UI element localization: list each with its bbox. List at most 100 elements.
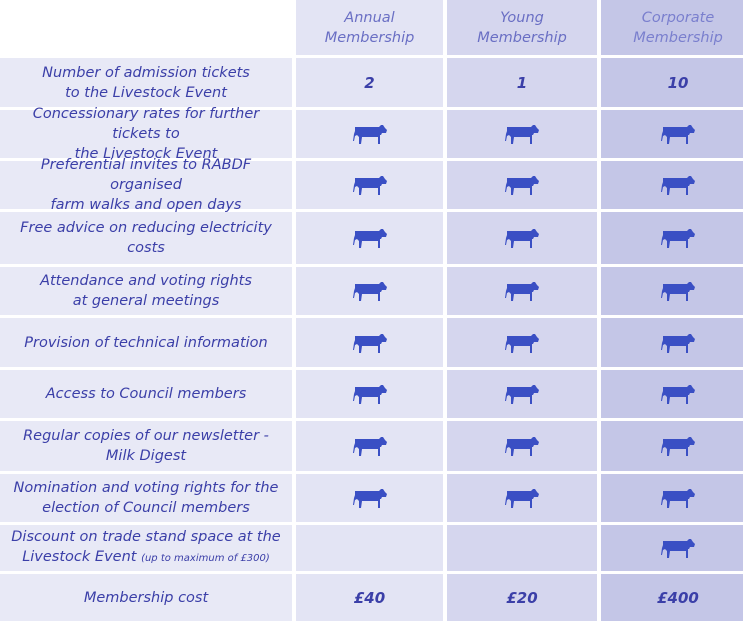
value-corporate	[601, 161, 743, 209]
value-annual	[296, 212, 443, 264]
row-label-line2: farm walks and open days	[50, 197, 242, 213]
value-annual: £40	[296, 574, 443, 621]
value-young	[447, 525, 597, 571]
row-label: Preferential invites to RABDF organised …	[0, 157, 292, 213]
cow-icon	[661, 229, 695, 248]
cow-icon	[505, 176, 539, 195]
value-corporate	[601, 212, 743, 264]
value-young: 1	[447, 58, 597, 107]
value-young	[447, 421, 597, 471]
row-label-line1: Provision of technical information	[24, 334, 268, 351]
cow-icon	[505, 282, 539, 301]
cow-icon	[352, 437, 387, 456]
row-label-line2: at general meetings	[72, 293, 220, 309]
value-corporate: £400	[601, 574, 743, 621]
cow-icon	[352, 282, 387, 301]
value-corporate	[601, 267, 743, 315]
row-label-line1: Free advice on reducing electricity cost…	[20, 220, 272, 256]
cow-icon	[352, 385, 387, 404]
cow-icon	[352, 489, 387, 508]
value-young	[447, 318, 597, 367]
row-label: Attendance and voting rights at general …	[0, 267, 292, 315]
row-label: Concessionary rates for further tickets …	[0, 106, 292, 162]
row-label: Regular copies of our newsletter - Milk …	[0, 421, 292, 471]
row-label-line1: Concessionary rates for further tickets …	[32, 106, 260, 142]
value-annual	[296, 161, 443, 209]
header-corporate: Corporate Membership	[601, 0, 743, 55]
cow-icon	[505, 229, 539, 248]
cow-icon	[505, 489, 539, 508]
value-young	[447, 212, 597, 264]
value-young: £20	[447, 574, 597, 621]
value-annual: 2	[296, 58, 443, 107]
row-label: Free advice on reducing electricity cost…	[0, 212, 292, 264]
header-young: Young Membership	[447, 0, 597, 55]
row-label: Nomination and voting rights for the ele…	[0, 474, 292, 522]
cow-icon	[505, 385, 539, 404]
value-corporate	[601, 318, 743, 367]
cow-icon	[352, 125, 387, 144]
value-young	[447, 161, 597, 209]
cow-icon	[661, 176, 695, 195]
row-label-line2-with-note: Livestock Event (up to maximum of £300)	[11, 547, 280, 569]
value-corporate	[601, 474, 743, 522]
value-annual	[296, 474, 443, 522]
cow-icon	[352, 229, 387, 248]
row-label-line1: Regular copies of our newsletter -	[23, 428, 269, 444]
value-corporate	[601, 370, 743, 418]
header-annual-line1: Annual	[344, 9, 395, 26]
header-young-line2: Membership	[477, 29, 567, 46]
header-corporate-line2: Membership	[633, 29, 723, 46]
value-annual	[296, 421, 443, 471]
corner-blank	[0, 0, 292, 55]
cow-icon	[661, 489, 695, 508]
row-label-line2: Livestock Event	[22, 549, 137, 565]
cow-icon	[352, 176, 387, 195]
header-corporate-line1: Corporate	[641, 9, 715, 26]
cow-icon	[505, 333, 539, 353]
cow-icon	[661, 437, 695, 456]
row-label: Number of admission tickets to the Lives…	[0, 58, 292, 107]
row-label-line2: to the Livestock Event	[65, 84, 227, 101]
row-label-line2: the Livestock Event	[74, 146, 218, 162]
cow-icon	[661, 282, 695, 301]
row-label-line1: Number of admission tickets	[42, 64, 250, 81]
cow-icon	[352, 333, 387, 353]
value-corporate: 10	[601, 58, 743, 107]
cow-icon	[661, 333, 695, 353]
row-label: Provision of technical information	[0, 318, 292, 367]
header-annual: Annual Membership	[296, 0, 443, 55]
value-annual	[296, 267, 443, 315]
row-label: Access to Council members	[0, 370, 292, 418]
cow-icon	[661, 125, 695, 144]
value-young	[447, 267, 597, 315]
header-annual-line2: Membership	[324, 29, 415, 46]
value-young	[447, 474, 597, 522]
row-label-line1: Nomination and voting rights for the	[13, 480, 279, 496]
row-label-line1: Access to Council members	[45, 386, 247, 402]
value-corporate	[601, 421, 743, 471]
row-label-line2: election of Council members	[42, 500, 250, 516]
value-annual	[296, 525, 443, 571]
value-annual	[296, 318, 443, 367]
value-corporate	[601, 110, 743, 158]
row-label-note: (up to maximum of £300)	[141, 553, 270, 564]
cow-icon	[505, 125, 539, 144]
row-label: Discount on trade stand space at the Liv…	[0, 525, 292, 571]
value-annual	[296, 370, 443, 418]
row-label-line1: Attendance and voting rights	[40, 273, 252, 289]
value-young	[447, 370, 597, 418]
cow-icon	[661, 385, 695, 404]
header-young-line1: Young	[500, 9, 544, 26]
row-label-line1: Membership cost	[83, 589, 209, 606]
row-label-line1: Discount on trade stand space at the	[11, 529, 281, 545]
cow-icon	[505, 437, 539, 456]
value-corporate	[601, 525, 743, 571]
row-label-line2: Milk Digest	[105, 448, 187, 464]
cow-icon	[661, 539, 695, 558]
value-annual	[296, 110, 443, 158]
row-label-line1: Preferential invites to RABDF organised	[40, 157, 252, 193]
value-young	[447, 110, 597, 158]
row-label: Membership cost	[0, 574, 292, 621]
